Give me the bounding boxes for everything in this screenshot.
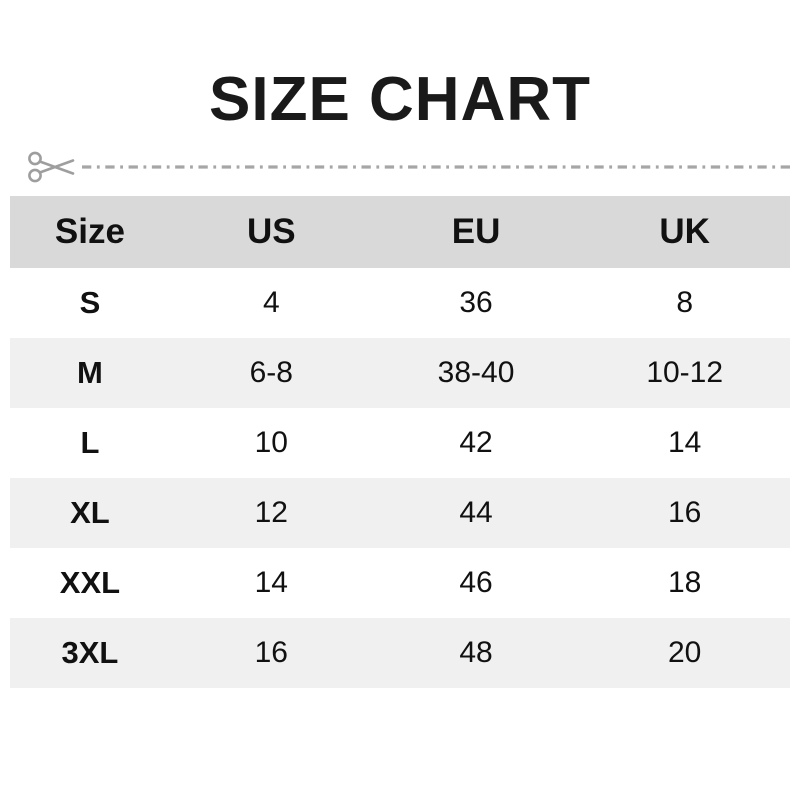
column-header-size: Size: [10, 196, 170, 269]
cell-uk: 18: [668, 566, 702, 600]
cell-uk: 14: [668, 426, 702, 460]
cell-size: M: [77, 355, 103, 391]
cell-eu: 42: [459, 426, 493, 460]
cell-us: 12: [254, 496, 288, 530]
table-row: XL 12 44 16: [10, 478, 790, 549]
cell-size: S: [79, 285, 101, 321]
size-chart-table: Size US EU UK S 4 36 8 M 6-8 38-40 10-12…: [10, 196, 790, 689]
table-row: M 6-8 38-40 10-12: [10, 338, 790, 409]
table-header-row: Size US EU UK: [10, 196, 790, 269]
cell-us: 10: [254, 426, 288, 460]
cell-size: XXL: [59, 565, 121, 601]
cell-size: XL: [70, 495, 110, 531]
cell-eu: 44: [459, 496, 493, 530]
cell-us: 16: [254, 636, 288, 670]
cell-uk: 8: [676, 286, 694, 320]
column-header-eu: EU: [372, 196, 580, 269]
table-row: 3XL 16 48 20: [10, 618, 790, 689]
table-row: XXL 14 46 18: [10, 548, 790, 619]
cell-uk: 16: [668, 496, 702, 530]
column-header-us: US: [169, 196, 373, 269]
cut-line: [82, 164, 790, 170]
column-header-uk: UK: [579, 196, 790, 269]
cell-size: 3XL: [61, 635, 119, 671]
cell-us: 14: [254, 566, 288, 600]
scissors-icon: [26, 148, 78, 186]
cut-line-row: [26, 148, 790, 186]
cell-uk: 10-12: [646, 356, 724, 390]
cell-eu: 38-40: [437, 356, 515, 390]
table-row: L 10 42 14: [10, 408, 790, 479]
size-chart-page: SIZE CHART Size US EU UK: [0, 65, 800, 800]
cell-size: L: [80, 425, 100, 461]
cell-eu: 36: [459, 286, 493, 320]
cell-eu: 48: [459, 636, 493, 670]
page-title: SIZE CHART: [209, 65, 591, 134]
cell-us: 6-8: [249, 356, 293, 390]
cell-uk: 20: [668, 636, 702, 670]
table-row: S 4 36 8: [10, 268, 790, 339]
cell-us: 4: [262, 286, 280, 320]
cell-eu: 46: [459, 566, 493, 600]
